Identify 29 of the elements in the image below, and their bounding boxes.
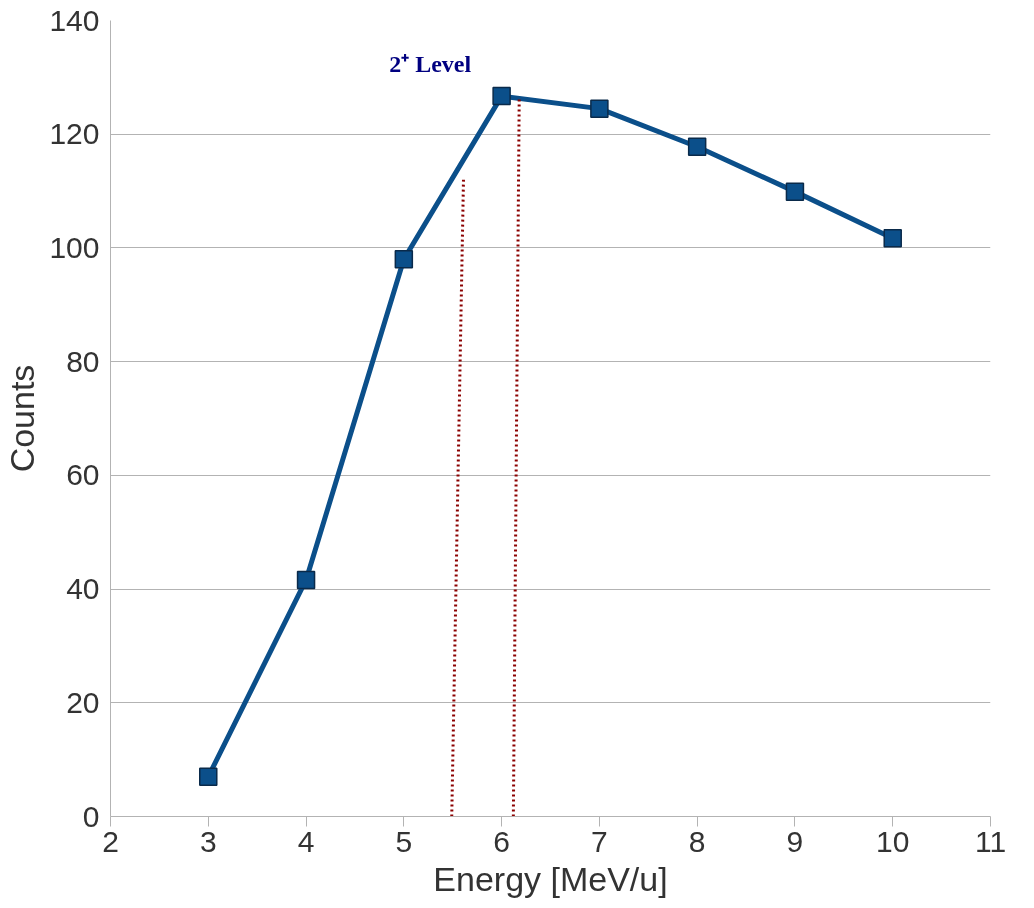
y-axis-title: Counts xyxy=(3,364,42,473)
point xyxy=(199,767,218,786)
x-tick-label: 11 xyxy=(974,824,1007,858)
point xyxy=(394,250,414,269)
x-axis-title: Energy [MeV/u] xyxy=(433,859,668,898)
y-tick-label: 140 xyxy=(49,3,100,37)
y-tick-label: 20 xyxy=(66,685,100,719)
x-tick-label: 5 xyxy=(395,824,413,858)
point xyxy=(296,570,316,590)
y-tick-label: 40 xyxy=(66,572,100,606)
point xyxy=(785,182,805,201)
annotation: 2⁺ Level xyxy=(389,51,472,78)
x-tick-label: 9 xyxy=(786,824,804,858)
y-tick-label: 60 xyxy=(66,458,100,492)
y-tick-label: 100 xyxy=(49,230,100,264)
x-tick-label: 10 xyxy=(876,824,910,858)
point xyxy=(492,86,511,106)
point xyxy=(883,229,902,248)
y-tick-label: 0 xyxy=(82,799,100,833)
x-tick-label: 8 xyxy=(688,824,706,858)
x-tick-label: 7 xyxy=(591,824,608,858)
point xyxy=(687,137,707,156)
x-tick-label: 6 xyxy=(493,824,510,858)
y-tick-label: 120 xyxy=(49,117,100,151)
x-tick-label: 2 xyxy=(102,824,119,858)
point xyxy=(590,99,609,118)
x-tick-label: 3 xyxy=(199,824,217,858)
y-tick-label: 80 xyxy=(66,344,100,378)
x-tick-label: 4 xyxy=(297,824,315,858)
